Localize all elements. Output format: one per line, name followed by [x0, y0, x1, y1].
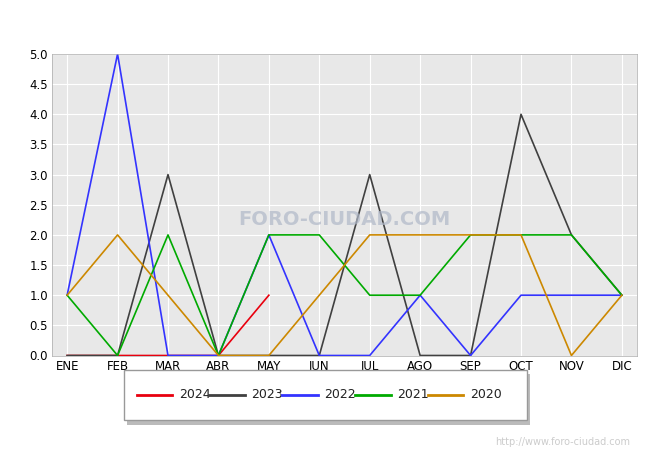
Text: FORO-CIUDAD.COM: FORO-CIUDAD.COM: [239, 210, 450, 230]
FancyBboxPatch shape: [124, 370, 526, 420]
Text: 2021: 2021: [397, 388, 429, 401]
Text: 2022: 2022: [324, 388, 356, 401]
Text: 2020: 2020: [470, 388, 502, 401]
Text: http://www.foro-ciudad.com: http://www.foro-ciudad.com: [495, 437, 630, 447]
Text: Matriculaciones de Vehiculos en Gaianes: Matriculaciones de Vehiculos en Gaianes: [147, 16, 503, 34]
FancyBboxPatch shape: [127, 374, 530, 425]
Text: 2024: 2024: [179, 388, 211, 401]
Text: 2023: 2023: [252, 388, 283, 401]
